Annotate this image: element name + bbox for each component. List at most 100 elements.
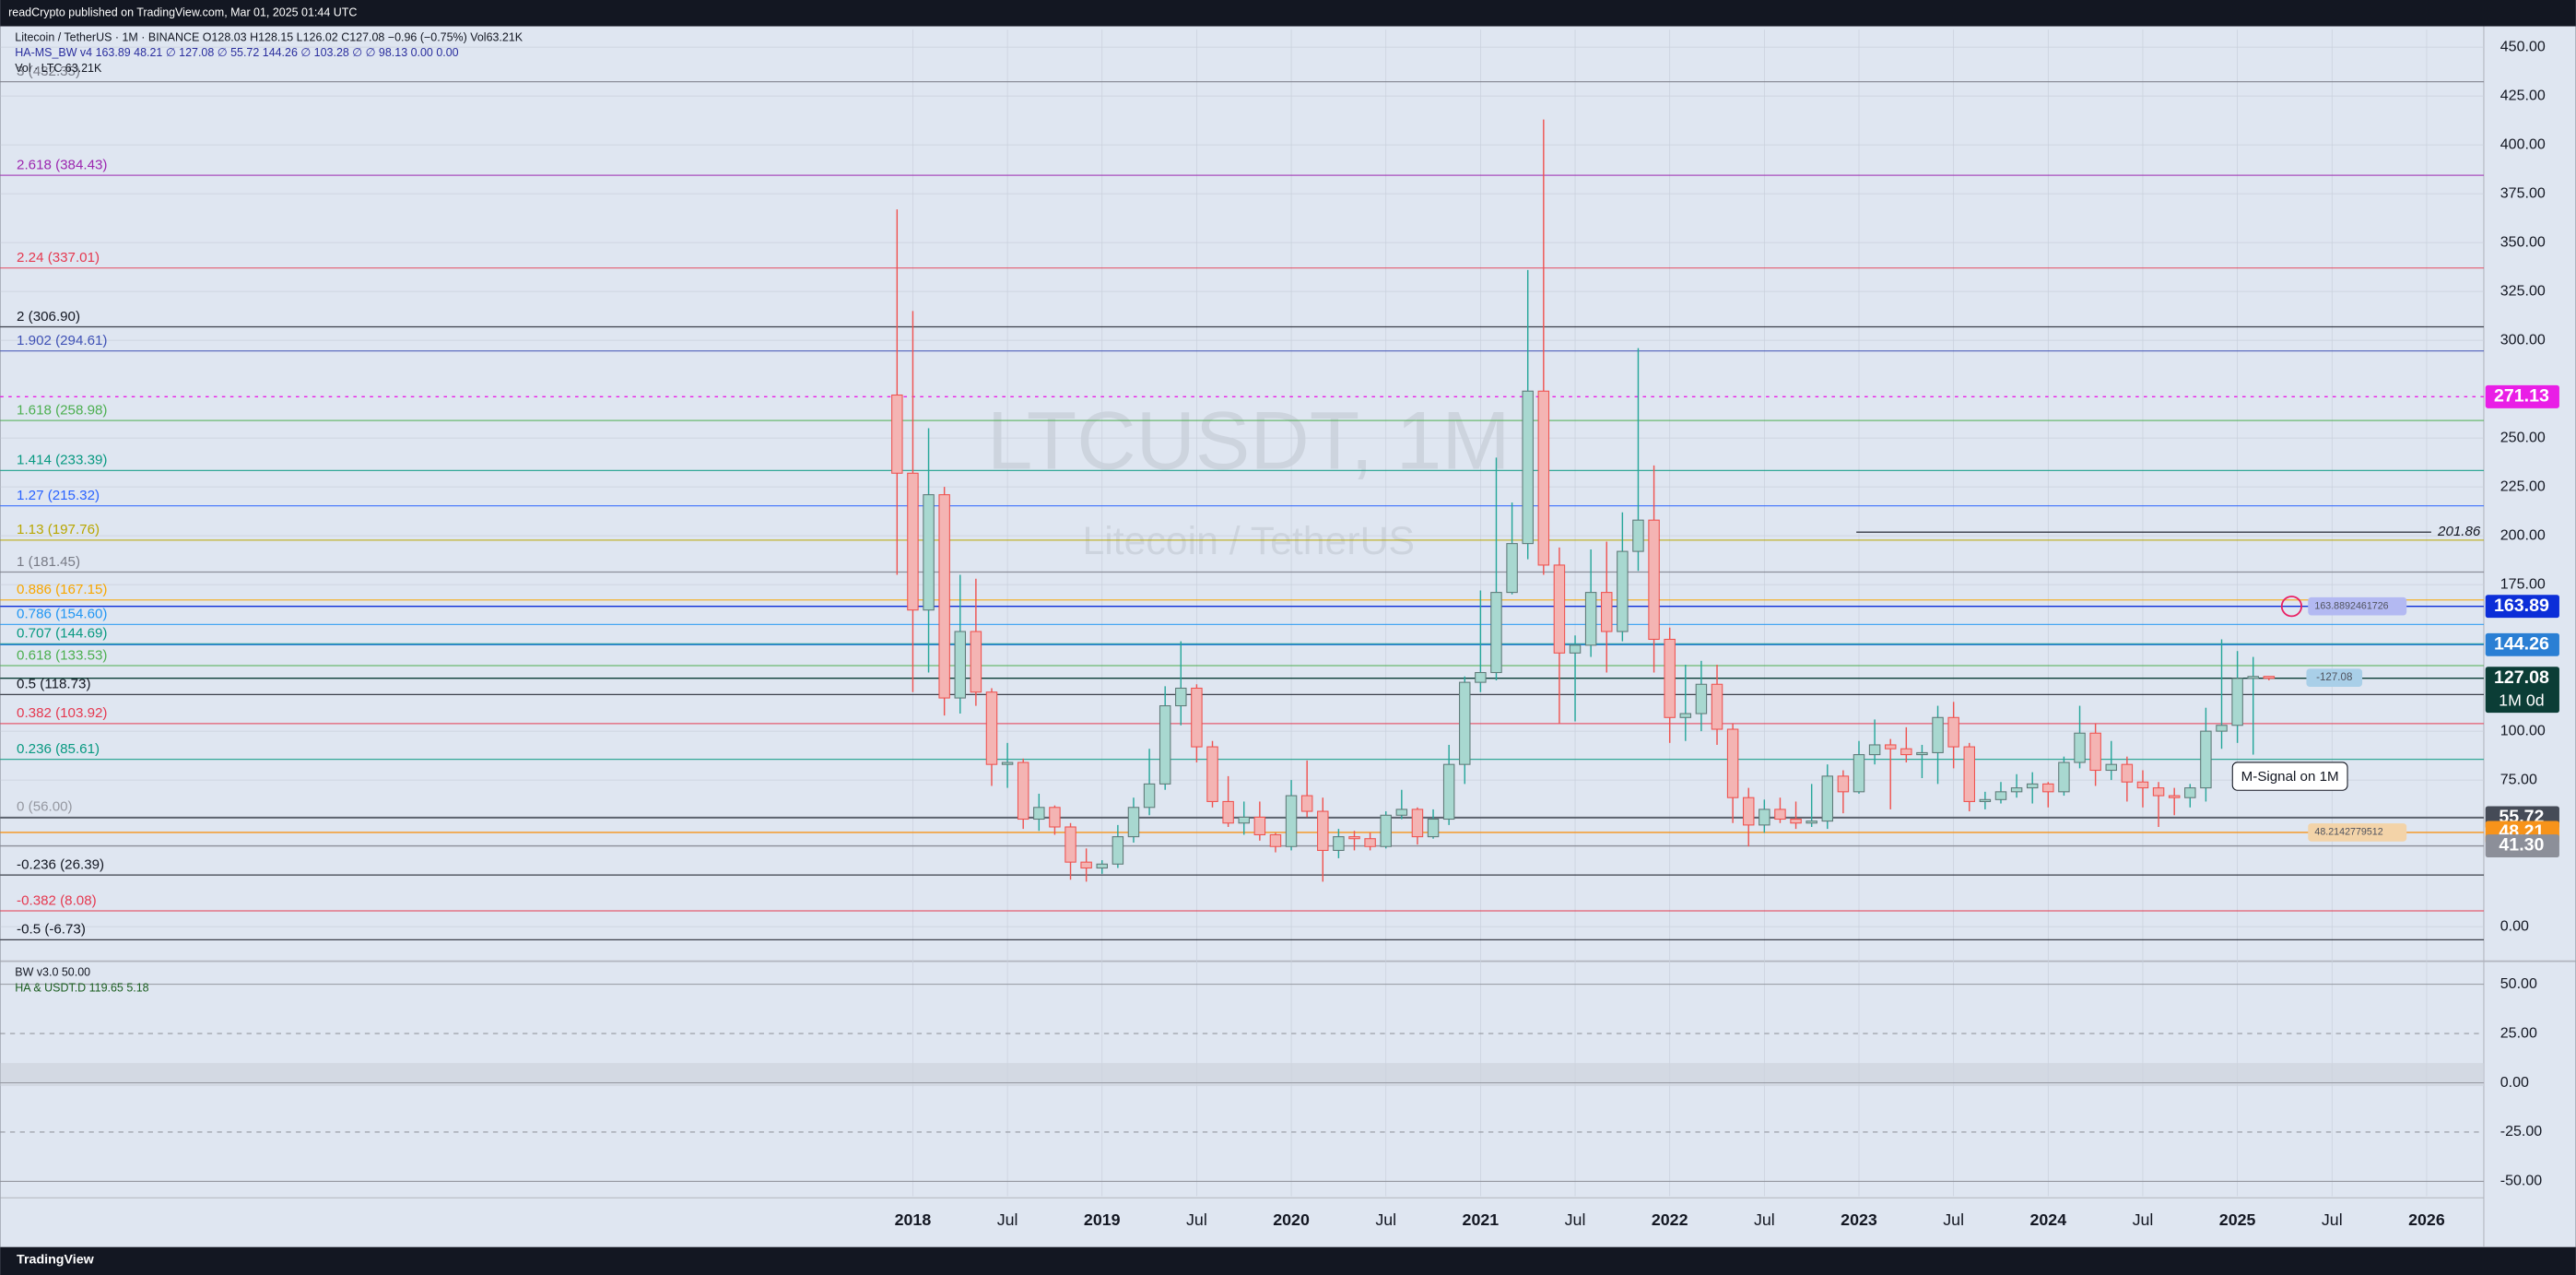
candle-body [1253, 816, 1266, 836]
fib-level-label: 0.707 (144.69) [17, 626, 107, 642]
x-tick-label: 2021 [1463, 1210, 1500, 1229]
candle-body [1348, 836, 1360, 840]
candle-body [1584, 592, 1597, 646]
candle-body [2263, 676, 2276, 679]
plot-layer [891, 119, 2276, 882]
candle-body [1774, 809, 1786, 820]
x-tick-label: Jul [1943, 1210, 1964, 1229]
candle-body [1238, 816, 1250, 824]
y-tick-label: 450.00 [2500, 38, 2546, 54]
y-tick-label: 0.00 [2500, 917, 2529, 934]
footer-brand[interactable]: TradingView [17, 1253, 95, 1268]
y-tick-label: 225.00 [2500, 478, 2546, 494]
candle-body [1206, 746, 1218, 802]
candle-body [1963, 746, 1976, 802]
candle-body [1806, 820, 1817, 824]
x-tick-label: Jul [2133, 1210, 2154, 1229]
candle-body [1175, 687, 1187, 707]
y-tick-label: 325.00 [2500, 282, 2546, 299]
candle-body [1112, 836, 1124, 865]
candle-body [954, 631, 967, 699]
candle-body [2168, 795, 2181, 798]
candle-body [1742, 797, 1755, 826]
annotation-badge [2308, 596, 2407, 616]
neutral-band [0, 1063, 2484, 1087]
y-tick-label: 75.00 [2500, 771, 2537, 787]
annotation-badge [2308, 823, 2407, 842]
fib-level-label: 0.5 (118.73) [17, 677, 90, 692]
price-tag-label: 163.89 [2494, 596, 2549, 616]
candle-body [1648, 519, 1660, 641]
candle-body [1664, 638, 1676, 718]
candle-body [1726, 728, 1739, 798]
y-tick-label: 100.00 [2500, 722, 2546, 738]
annotation-badge-label: 163.8892461726 [2314, 601, 2388, 612]
y-tick-label: 175.00 [2500, 575, 2546, 592]
legend-line: Litecoin / TetherUS · 1M · BINANCE O128.… [15, 30, 523, 43]
x-tick-label: Jul [1565, 1210, 1586, 1229]
candle-body [1427, 818, 1440, 838]
fib-level-label: -0.382 (8.08) [17, 892, 97, 908]
candle-body [2026, 783, 2039, 789]
fib-level-label: -0.5 (-6.73) [17, 922, 86, 938]
fib-level-label: 1.414 (233.39) [17, 453, 107, 468]
fib-level-label: 0.618 (133.53) [17, 647, 107, 663]
candle-body [891, 394, 903, 474]
candle-body [1300, 795, 1313, 812]
candle-body [1442, 763, 1455, 820]
candle-body [1395, 809, 1408, 816]
candle-body [1080, 861, 1092, 869]
candle-body [1679, 713, 1692, 718]
candle-body [938, 494, 950, 699]
lower-y-tick-label: -50.00 [2500, 1173, 2543, 1189]
y-tick-label: 300.00 [2500, 331, 2546, 348]
candle-body [1711, 683, 1723, 730]
published-note: readCrypto published on TradingView.com,… [8, 6, 357, 19]
candle-body [1001, 761, 1014, 765]
candle-body [1695, 683, 1708, 714]
bottom-bar [0, 1246, 2576, 1275]
candle-body [1143, 783, 1156, 809]
price-tag [2485, 632, 2559, 656]
annotation-label: 201.86 [2437, 524, 2481, 539]
candle-body [1411, 809, 1424, 838]
candle-body [1285, 795, 1298, 847]
candle-body [2105, 763, 2117, 772]
candle-body [2216, 725, 2228, 732]
y-tick-label: 425.00 [2500, 87, 2546, 103]
fib-level-label: 0.382 (103.92) [17, 705, 107, 721]
candle-body [2042, 783, 2054, 793]
y-tick-label: 375.00 [2500, 184, 2546, 201]
price-tag [2485, 595, 2559, 619]
lower-y-tick-label: 0.00 [2500, 1074, 2529, 1091]
fib-level-label: 0 (56.00) [17, 799, 73, 815]
fib-level-label: -0.236 (26.39) [17, 856, 104, 872]
top-bar [0, 0, 2576, 27]
candle-body [1049, 807, 1061, 828]
target-marker [2280, 596, 2303, 618]
x-tick-label: Jul [1375, 1210, 1396, 1229]
candle-body [1475, 671, 1487, 683]
candle-body [2010, 787, 2023, 793]
candle-body [1490, 592, 1502, 674]
candle-body [2152, 787, 2165, 797]
candle-body [1191, 687, 1203, 748]
fib-level-label: 2 (306.90) [17, 309, 80, 325]
x-tick-label: 2019 [1084, 1210, 1121, 1229]
candle-body [1317, 810, 1329, 851]
annotation-badge-label: 48.2142779512 [2314, 827, 2382, 838]
fib-level-label: 1.902 (294.61) [17, 333, 107, 348]
candle-body [2184, 787, 2196, 798]
candle-body [923, 494, 935, 611]
candle-body [1932, 716, 1944, 753]
callout-badge-label: -127.08 [2316, 672, 2352, 683]
candle-body [1853, 754, 1865, 793]
fib-level-label: 2.618 (384.43) [17, 157, 107, 172]
x-tick-label: 2024 [2029, 1210, 2066, 1229]
lower-legend-line: HA & USDT.D 119.65 5.18 [15, 981, 148, 994]
candle-body [2231, 678, 2243, 726]
y-tick-label: 250.00 [2500, 429, 2546, 445]
price-tag-label: 271.13 [2494, 386, 2549, 407]
